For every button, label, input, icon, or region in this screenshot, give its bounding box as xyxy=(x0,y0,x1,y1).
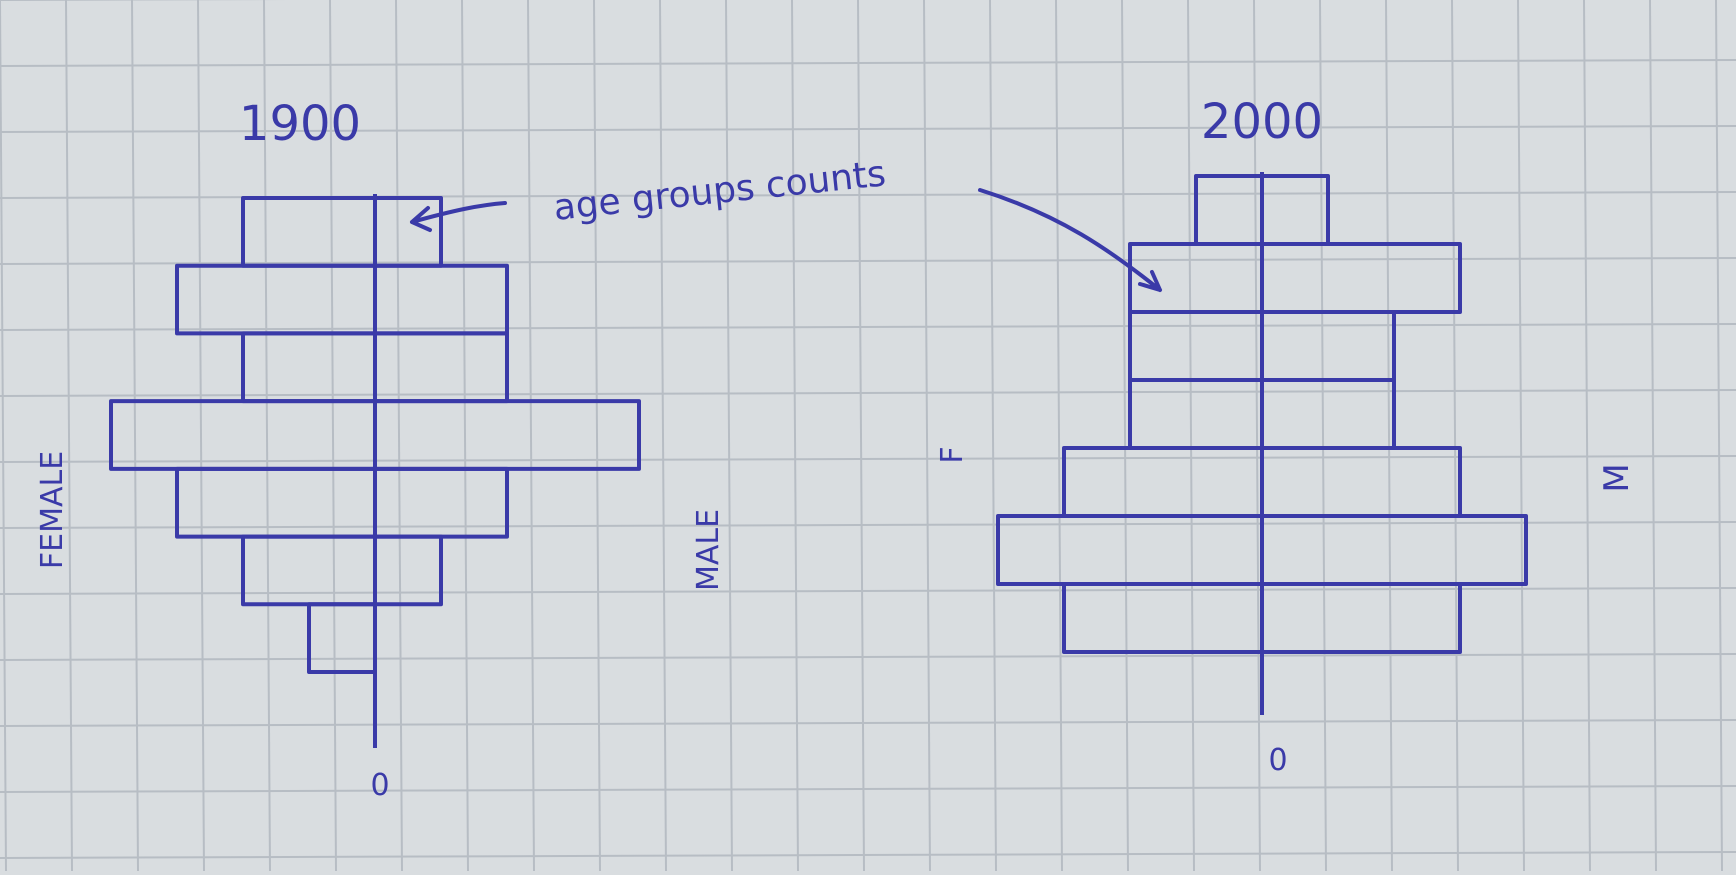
grid-line xyxy=(1649,0,1657,872)
grid-line xyxy=(725,0,733,872)
pyramid-2000-m-label: M xyxy=(1597,463,1637,492)
pyramid-1900-female-label: FEMALE xyxy=(35,451,70,569)
pyramid-2000-left-bar xyxy=(1128,242,1264,314)
grid-line xyxy=(857,0,865,872)
pyramid-1900-left-bar xyxy=(241,196,377,268)
pyramid-1900-right-bar xyxy=(373,331,509,404)
grid-line xyxy=(1517,0,1525,872)
grid-line xyxy=(0,257,1736,265)
grid-line xyxy=(0,125,1736,133)
pyramid-2000-title: 2000 xyxy=(1201,94,1323,150)
grid-line xyxy=(1319,0,1327,872)
pyramid-2000-f-label: F xyxy=(935,446,970,463)
pyramid-2000-right-bar xyxy=(1260,174,1330,246)
grid-line xyxy=(989,0,997,872)
pyramid-2000-left-bar xyxy=(1062,582,1264,654)
annotation-arrow-to-2000 xyxy=(978,188,1162,292)
pyramid-2000-left-bar xyxy=(996,514,1264,586)
pyramid-2000-zero-label: 0 xyxy=(1268,743,1287,778)
pyramid-2000-left-bar xyxy=(1128,378,1264,450)
annotation-arrow-to-1900 xyxy=(410,201,507,232)
grid-line xyxy=(1187,0,1195,872)
pyramid-1900-zero-label: 0 xyxy=(370,768,389,803)
pyramid-2000-left-bar xyxy=(1194,174,1264,246)
grid-line xyxy=(0,851,1736,859)
grid-line xyxy=(0,455,1736,463)
pyramid-1900-title: 1900 xyxy=(239,96,361,152)
grid-line xyxy=(461,0,469,872)
grid-line xyxy=(791,0,799,872)
pyramid-1900-left-bar xyxy=(109,399,377,471)
grid-line xyxy=(0,521,1736,529)
grid-line xyxy=(0,59,1736,67)
grid-line xyxy=(923,0,931,872)
pyramid-2000-right-bar xyxy=(1260,582,1462,654)
pyramid-1900-left-bar xyxy=(307,602,377,674)
pyramid-1900-right-bar xyxy=(373,399,641,471)
grid-line xyxy=(659,0,667,872)
grid-line xyxy=(65,0,73,872)
grid-line xyxy=(1253,0,1261,872)
grid-line xyxy=(593,0,601,872)
grid-line xyxy=(0,389,1736,397)
pyramid-1900-left-bar xyxy=(175,263,377,336)
pyramid-2000-left-bar xyxy=(1128,310,1264,382)
pyramid-1900-right-bar xyxy=(373,263,509,336)
pyramid-1900-right-bar xyxy=(373,534,443,607)
pyramid-2000-right-bar xyxy=(1260,514,1528,586)
pyramid-2000-right-bar xyxy=(1260,310,1396,382)
pyramid-1900-male-label: MALE xyxy=(691,509,726,591)
pyramid-2000-right-bar xyxy=(1260,378,1396,450)
grid-line xyxy=(0,0,7,872)
grid-line xyxy=(0,653,1736,661)
pyramid-2000: 2000 0 F M xyxy=(935,94,1637,778)
pyramid-1900-left-bar xyxy=(241,534,377,607)
grid-line xyxy=(527,0,535,872)
grid-line xyxy=(0,587,1736,595)
annotation-text: age groups counts xyxy=(552,153,888,229)
grid-line xyxy=(1121,0,1129,872)
grid-line xyxy=(1385,0,1393,872)
grid-line xyxy=(1715,0,1723,872)
grid-line xyxy=(0,719,1736,727)
pyramid-1900-right-bar xyxy=(373,196,443,268)
grid-line xyxy=(0,785,1736,793)
grid-line xyxy=(0,323,1736,331)
pyramid-1900-left-bar xyxy=(241,331,377,404)
grid-line xyxy=(1055,0,1063,872)
pyramid-2000-right-bar xyxy=(1260,242,1462,314)
pyramid-1900: 1900 0 FEMALE MALE xyxy=(35,96,726,803)
grid-line xyxy=(395,0,403,872)
age-groups-annotation: age groups counts xyxy=(410,153,1162,292)
grid-line xyxy=(1451,0,1459,872)
grid-line xyxy=(1583,0,1591,872)
